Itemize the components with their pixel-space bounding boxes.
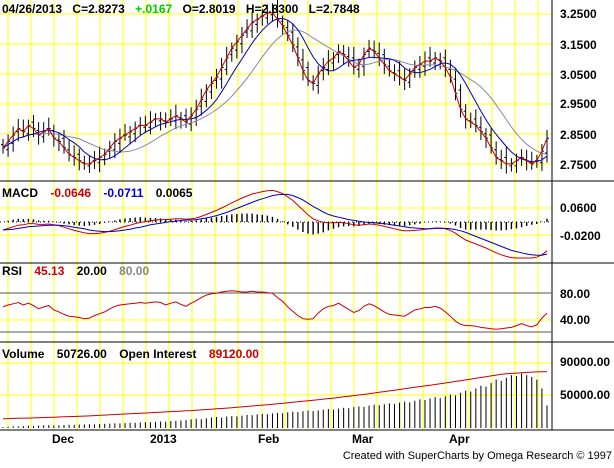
rsi-panel — [2, 290, 548, 330]
rsi-value: 45.13 — [34, 264, 64, 278]
rsi-header: RSI 45.13 20.00 80.00 — [2, 264, 149, 278]
macd-tick-label: 0.0600 — [560, 201, 597, 215]
price-tick-label: 2.8500 — [560, 128, 597, 142]
price-tick-label: 3.0500 — [560, 68, 597, 82]
x-tick-label: 2013 — [150, 432, 177, 446]
volume-bars — [2, 373, 548, 428]
x-tick-label: Mar — [352, 432, 374, 446]
header-open: O=2.8019 — [183, 2, 236, 16]
header-close: C=2.8273 — [72, 2, 125, 16]
volume-panel — [2, 371, 548, 428]
x-tick-label: Feb — [258, 432, 279, 446]
macd-value: -0.0646 — [50, 186, 91, 200]
header-low: L=2.7848 — [309, 2, 360, 16]
credit-text: Created with SuperCharts by Omega Resear… — [343, 450, 612, 462]
volume-tick-label: 50000.00 — [560, 388, 610, 402]
macd-header: MACD -0.0646 -0.0711 0.0065 — [2, 186, 193, 200]
macd-panel — [2, 189, 548, 259]
price-slow-moving-average — [2, 29, 548, 155]
rsi-overbought-level: 80.00 — [119, 264, 149, 278]
macd-signal-line — [2, 189, 548, 259]
price-tick-label: 2.7500 — [560, 158, 597, 172]
macd-average-value: -0.0711 — [103, 186, 143, 200]
header-date: 04/26/2013 — [2, 2, 62, 16]
y-axis-labels: 3.2500 3.1500 3.0500 2.9500 2.8500 2.750… — [560, 7, 610, 402]
macd-tick-label: -0.0200 — [560, 229, 601, 243]
volume-value: 50726.00 — [57, 347, 107, 361]
x-tick-label: Apr — [449, 432, 470, 446]
open-interest-value: 89120.00 — [209, 347, 259, 361]
price-panel — [1, 0, 549, 174]
volume-header: Volume 50726.00 Open Interest 89120.00 — [2, 347, 259, 361]
price-bar — [545, 129, 549, 163]
open-interest-label: Open Interest — [119, 347, 196, 361]
macd-line — [2, 193, 548, 256]
rsi-tick-label: 40.00 — [560, 313, 590, 327]
rsi-label: RSI — [2, 264, 22, 278]
rsi-line — [2, 290, 548, 330]
price-tick-label: 3.2500 — [560, 7, 597, 21]
header-change: +.0167 — [135, 2, 172, 16]
macd-label: MACD — [2, 186, 38, 200]
header-high: H=2.8300 — [246, 2, 299, 16]
price-tick-label: 3.1500 — [560, 38, 597, 52]
rsi-oversold-level: 20.00 — [77, 264, 107, 278]
volume-label: Volume — [2, 347, 45, 361]
x-axis-labels: Dec 2013 Feb Mar Apr — [52, 432, 470, 446]
open-interest-line — [2, 371, 548, 420]
volume-tick-label: 90000.00 — [560, 355, 610, 369]
price-tick-label: 2.9500 — [560, 97, 597, 111]
price-header: 04/26/2013 C=2.8273 +.0167 O=2.8019 H=2.… — [2, 2, 360, 16]
macd-diff-value: 0.0065 — [156, 186, 193, 200]
price-fast-moving-average — [2, 17, 548, 163]
x-tick-label: Dec — [52, 432, 74, 446]
price-close-line — [2, 12, 548, 165]
grid — [0, 0, 552, 430]
rsi-tick-label: 80.00 — [560, 287, 590, 301]
